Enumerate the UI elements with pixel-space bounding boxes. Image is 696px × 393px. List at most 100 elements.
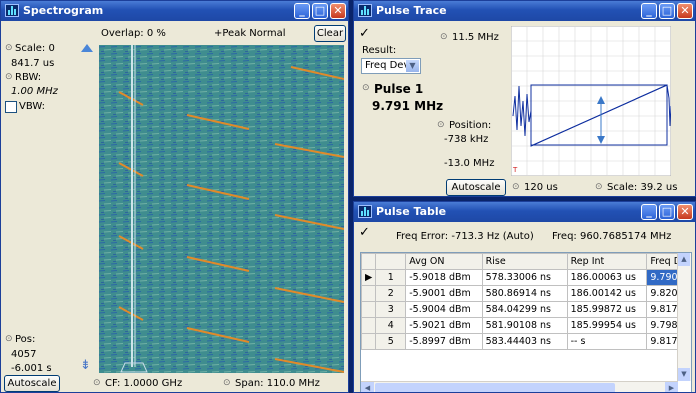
maximize-icon[interactable]: □ (659, 204, 675, 220)
freq-top-value: 11.5 MHz (452, 32, 499, 43)
column-header[interactable]: Rise (481, 253, 568, 270)
cell-avg-on[interactable]: -5.9018 dBm (405, 269, 483, 286)
cell-rise[interactable]: 581.90108 ns (481, 317, 568, 334)
scroll-right-icon[interactable]: ▶ (665, 382, 678, 392)
position-circle-icon[interactable]: ⊙ (437, 120, 445, 130)
cell-rise[interactable]: 583.44403 ns (481, 333, 568, 350)
freq-error-label: Freq Error: -713.3 Hz (Auto) (396, 231, 534, 242)
row-indicator (361, 317, 377, 334)
horizontal-scrollbar[interactable]: ◀ ▶ (361, 381, 678, 392)
minimize-icon[interactable]: _ (641, 3, 657, 19)
autoscale-button[interactable]: Autoscale (4, 375, 60, 392)
cell-rise[interactable]: 584.04299 ns (481, 301, 568, 318)
cell-rise[interactable]: 578.33006 ns (481, 269, 568, 286)
checkbox-icon[interactable] (5, 101, 17, 113)
spectrogram-plot[interactable] (99, 45, 344, 373)
cell-rep-int[interactable]: 185.99954 us (566, 317, 648, 334)
current-row-icon: ▶ (361, 269, 377, 286)
circle-up-icon[interactable]: ⊙ (5, 43, 13, 53)
time-circle-icon[interactable]: ⊙ (512, 182, 520, 192)
position-value: -738 kHz (444, 134, 489, 145)
cell-rep-int[interactable]: 186.00063 us (566, 269, 648, 286)
pulse-value: 9.791 MHz (372, 99, 444, 113)
cell-avg-on[interactable]: -5.9001 dBm (405, 285, 483, 302)
close-icon[interactable]: ✕ (677, 3, 693, 19)
scroll-left-icon[interactable]: ◀ (361, 382, 374, 392)
cell-rep-int[interactable]: -- s (566, 333, 648, 350)
pulse-trace-client: ✓ ⊙ 11.5 MHz Result: Freq Dev ▼ ⊙ Pulse … (354, 21, 695, 196)
rbw-label: RBW: (15, 72, 42, 83)
table-header-row: Avg ON Rise Rep Int Freq D (361, 253, 691, 270)
pos-label: Pos: (15, 334, 36, 345)
freq-label: Freq: 960.7685174 MHz (552, 231, 672, 242)
close-icon[interactable]: ✕ (330, 3, 346, 19)
table-row[interactable]: 4 -5.9021 dBm 581.90108 ns 185.99954 us … (361, 317, 691, 334)
row-number-header (375, 253, 407, 270)
scale-label: Scale: 0 (15, 43, 55, 54)
table-frame: Avg ON Rise Rep Int Freq D ▶ 1 -5.9018 d… (360, 252, 692, 392)
cell-avg-on[interactable]: -5.9004 dBm (405, 301, 483, 318)
row-number: 1 (375, 269, 407, 286)
cell-avg-on[interactable]: -5.8997 dBm (405, 333, 483, 350)
minimize-icon[interactable]: _ (294, 3, 310, 19)
result-select[interactable]: Freq Dev ▼ (361, 58, 421, 74)
freq-circle-icon[interactable]: ⊙ (440, 32, 448, 42)
window-title: Spectrogram (23, 4, 104, 17)
vbw-label: VBW: (19, 101, 46, 112)
column-header[interactable]: Avg ON (405, 253, 483, 270)
span-circle-icon[interactable]: ⊙ (223, 378, 231, 388)
minimize-icon[interactable]: _ (641, 204, 657, 220)
pos-value: 4057 (11, 349, 37, 360)
scale-value: Scale: 39.2 us (607, 182, 678, 193)
pulse-trace-plot[interactable]: T (511, 26, 671, 176)
chevron-down-icon[interactable]: ▼ (406, 60, 419, 72)
autoscale-button[interactable]: Autoscale (446, 179, 506, 196)
result-select-value: Freq Dev (365, 60, 410, 71)
table-row[interactable]: 3 -5.9004 dBm 584.04299 ns 185.99872 us … (361, 301, 691, 318)
pulse-table-titlebar[interactable]: Pulse Table _ □ ✕ (354, 202, 695, 222)
cell-rep-int[interactable]: 186.00142 us (566, 285, 648, 302)
rbw-circle-icon[interactable]: ⊙ (5, 72, 13, 82)
maximize-icon[interactable]: □ (312, 3, 328, 19)
scroll-down-icon[interactable]: ▼ (678, 368, 690, 381)
table-row[interactable]: 5 -5.8997 dBm 583.44403 ns -- s 9.8171 (361, 333, 691, 350)
rbw-value: 1.00 MHz (11, 86, 58, 97)
row-indicator (361, 285, 377, 302)
app-icon (358, 4, 372, 17)
table-row[interactable]: ▶ 1 -5.9018 dBm 578.33006 ns 186.00063 u… (361, 269, 691, 286)
close-icon[interactable]: ✕ (677, 204, 693, 220)
pulse-label: Pulse 1 (374, 82, 424, 96)
spectrogram-titlebar[interactable]: Spectrogram _ □ ✕ (1, 1, 348, 21)
pos-time: -6.001 s (11, 363, 52, 374)
overlap-label: Overlap: 0 % (101, 28, 166, 39)
scroll-thumb[interactable] (375, 383, 615, 392)
cell-rep-int[interactable]: 185.99872 us (566, 301, 648, 318)
result-label: Result: (362, 45, 397, 56)
checkmark-icon[interactable]: ✓ (359, 26, 370, 41)
spectrogram-window: Spectrogram _ □ ✕ Overlap: 0 % +Peak Nor… (0, 0, 349, 393)
position-label: Position: (449, 120, 492, 131)
cell-avg-on[interactable]: -5.9021 dBm (405, 317, 483, 334)
pulse-table: Avg ON Rise Rep Int Freq D ▶ 1 -5.9018 d… (361, 253, 691, 350)
row-number: 4 (375, 317, 407, 334)
checkmark-icon[interactable]: ✓ (359, 225, 370, 240)
table-row[interactable]: 2 -5.9001 dBm 580.86914 ns 186.00142 us … (361, 285, 691, 302)
clear-button[interactable]: Clear (314, 25, 346, 42)
triangle-up-icon[interactable] (81, 44, 93, 52)
row-indicator-header (361, 253, 377, 270)
pulse-circle-icon[interactable]: ⊙ (362, 83, 370, 93)
spectrogram-client: Overlap: 0 % +Peak Normal Clear ⊙ Scale:… (1, 21, 348, 392)
app-icon (358, 205, 372, 218)
row-indicator (361, 333, 377, 350)
maximize-icon[interactable]: □ (659, 3, 675, 19)
scroll-up-icon[interactable]: ▲ (678, 253, 690, 266)
marker-down-icon[interactable]: ⇟ (80, 358, 91, 373)
pos-circle-icon[interactable]: ⊙ (5, 334, 13, 344)
pulse-trace-titlebar[interactable]: Pulse Trace _ □ ✕ (354, 1, 695, 21)
row-number: 5 (375, 333, 407, 350)
column-header[interactable]: Rep Int (566, 253, 648, 270)
cf-circle-icon[interactable]: ⊙ (93, 378, 101, 388)
scale-circle-icon[interactable]: ⊙ (595, 182, 603, 192)
vertical-scrollbar[interactable]: ▲ ▼ (677, 253, 691, 381)
cell-rise[interactable]: 580.86914 ns (481, 285, 568, 302)
